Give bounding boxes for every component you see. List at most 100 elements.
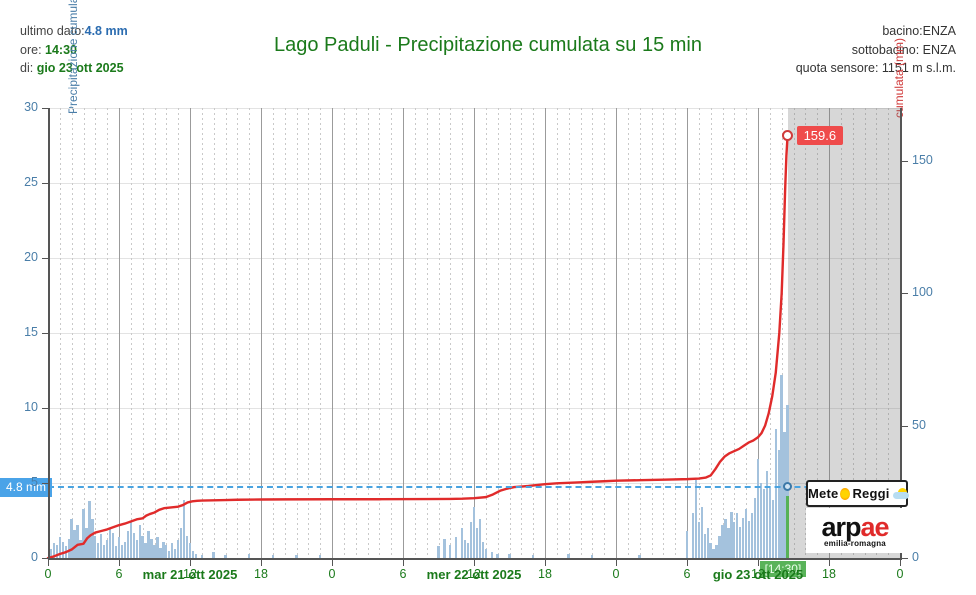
gridline-vertical — [556, 108, 558, 558]
y-tick-left — [42, 183, 48, 184]
gridline-vertical — [852, 108, 854, 558]
precipitation-bar — [481, 541, 485, 558]
arpae-logo[interactable]: arpae emilia-romagna — [806, 508, 904, 553]
y-tick-right — [902, 293, 908, 295]
last-date-row: di: gio 23 ott 2025 — [20, 59, 128, 78]
gridline-vertical — [414, 108, 416, 558]
y-label-right: 150 — [912, 152, 933, 167]
precipitation-bar — [768, 487, 771, 558]
precipitation-bar — [200, 555, 203, 558]
precipitation-bar — [271, 555, 274, 558]
precipitation-bar — [135, 540, 138, 558]
precipitation-bar — [153, 544, 156, 558]
precipitation-bar — [774, 429, 777, 558]
chart-title: Lago Paduli - Precipitazione cumulata su… — [273, 34, 703, 56]
gridline-vertical — [793, 108, 795, 558]
precipitation-bar — [76, 525, 79, 558]
gridline-vertical — [284, 108, 286, 558]
precipitation-bar — [185, 535, 189, 558]
precipitation-bar — [176, 540, 180, 558]
precipitation-bar — [85, 528, 88, 558]
arpae-wordmark: arpae — [821, 511, 889, 542]
gridline-vertical — [769, 108, 771, 558]
gridline-vertical — [107, 108, 109, 558]
y-axis-right — [900, 108, 902, 559]
x-axis-bottom — [48, 558, 902, 560]
time-cursor-badge: [14:30] — [759, 561, 807, 577]
last-reading-value: 4.8 mm — [84, 24, 128, 38]
precipitation-bar — [159, 547, 162, 558]
last-time-row: ore: 14:30 — [20, 41, 128, 60]
gridline-vertical — [888, 108, 890, 558]
gridline-vertical — [722, 108, 724, 558]
precipitation-bar — [194, 553, 198, 558]
cumulative-line — [46, 134, 789, 560]
gridline-vertical — [308, 108, 310, 558]
y-label-right: 100 — [912, 285, 933, 300]
y-tick-left — [42, 483, 48, 484]
left-axis-title: Precipitazione cumulata su 15 min (mm) — [66, 0, 80, 114]
gridline-vertical — [450, 108, 452, 558]
precipitation-bar — [697, 522, 700, 558]
precipitation-bar — [724, 519, 727, 558]
precipitation-bar — [700, 507, 703, 558]
y-label-left: 20 — [24, 250, 38, 264]
precipitation-bar — [168, 550, 171, 558]
precipitation-bar — [771, 499, 774, 558]
precipitation-bar — [129, 520, 132, 558]
gridline-vertical — [533, 108, 535, 558]
gridline-vertical — [675, 108, 677, 558]
gridline-vertical — [367, 108, 369, 558]
plot-area — [46, 108, 901, 560]
x-tick — [829, 560, 830, 566]
arpae-text-dark: arp — [821, 511, 861, 542]
x-tick — [261, 560, 262, 566]
last-date-label: di: — [20, 61, 37, 75]
gridline-vertical — [568, 108, 570, 558]
precipitation-bar — [52, 543, 56, 558]
precipitation-bar — [108, 528, 112, 558]
x-tick — [48, 560, 49, 566]
gridline-vertical — [225, 108, 227, 558]
meteo-reggi-logo[interactable]: Mete Reggi — [806, 480, 910, 507]
precipitation-bar — [179, 528, 183, 558]
precipitation-bar — [114, 546, 118, 558]
y-label-right: 0 — [912, 550, 919, 564]
precipitation-bar — [156, 537, 159, 558]
precipitation-bar — [709, 543, 712, 558]
x-label: 12 — [751, 567, 765, 581]
gridline-vertical — [59, 108, 61, 558]
precipitation-bar — [685, 531, 689, 558]
threshold-marker-dot — [783, 481, 793, 491]
precipitation-bar — [638, 555, 641, 558]
last-time-label: ore: — [20, 42, 46, 57]
precipitation-bar — [706, 528, 709, 558]
gridline-vertical — [604, 108, 606, 558]
x-label: 18 — [538, 567, 552, 581]
gridline-vertical — [710, 108, 712, 558]
x-label: 0 — [44, 567, 52, 581]
precipitation-bar — [70, 519, 73, 558]
precipitation-bar — [224, 555, 227, 558]
gridline-vertical — [698, 108, 700, 558]
gridline-vertical — [781, 108, 783, 558]
peak-marker-dot — [782, 130, 794, 142]
precipitation-bar — [443, 538, 446, 558]
gridline-vertical — [355, 108, 357, 558]
precipitation-bar — [496, 553, 499, 558]
y-tick-left — [42, 408, 48, 409]
gridline-vertical — [462, 108, 464, 558]
cloud-icon — [892, 488, 910, 499]
precipitation-bar — [750, 513, 754, 558]
x-tick — [474, 560, 475, 566]
gridline-vertical — [379, 108, 381, 558]
basin-row: bacino:ENZA — [882, 24, 956, 38]
y-tick-left — [42, 333, 48, 334]
precipitation-bar — [123, 541, 127, 558]
gridline-vertical — [651, 108, 653, 558]
precipitation-bar — [455, 537, 458, 558]
precipitation-bar — [162, 541, 165, 558]
gridline-vertical — [734, 108, 736, 558]
gridline-vertical — [497, 108, 499, 558]
gridline-vertical — [521, 108, 523, 558]
